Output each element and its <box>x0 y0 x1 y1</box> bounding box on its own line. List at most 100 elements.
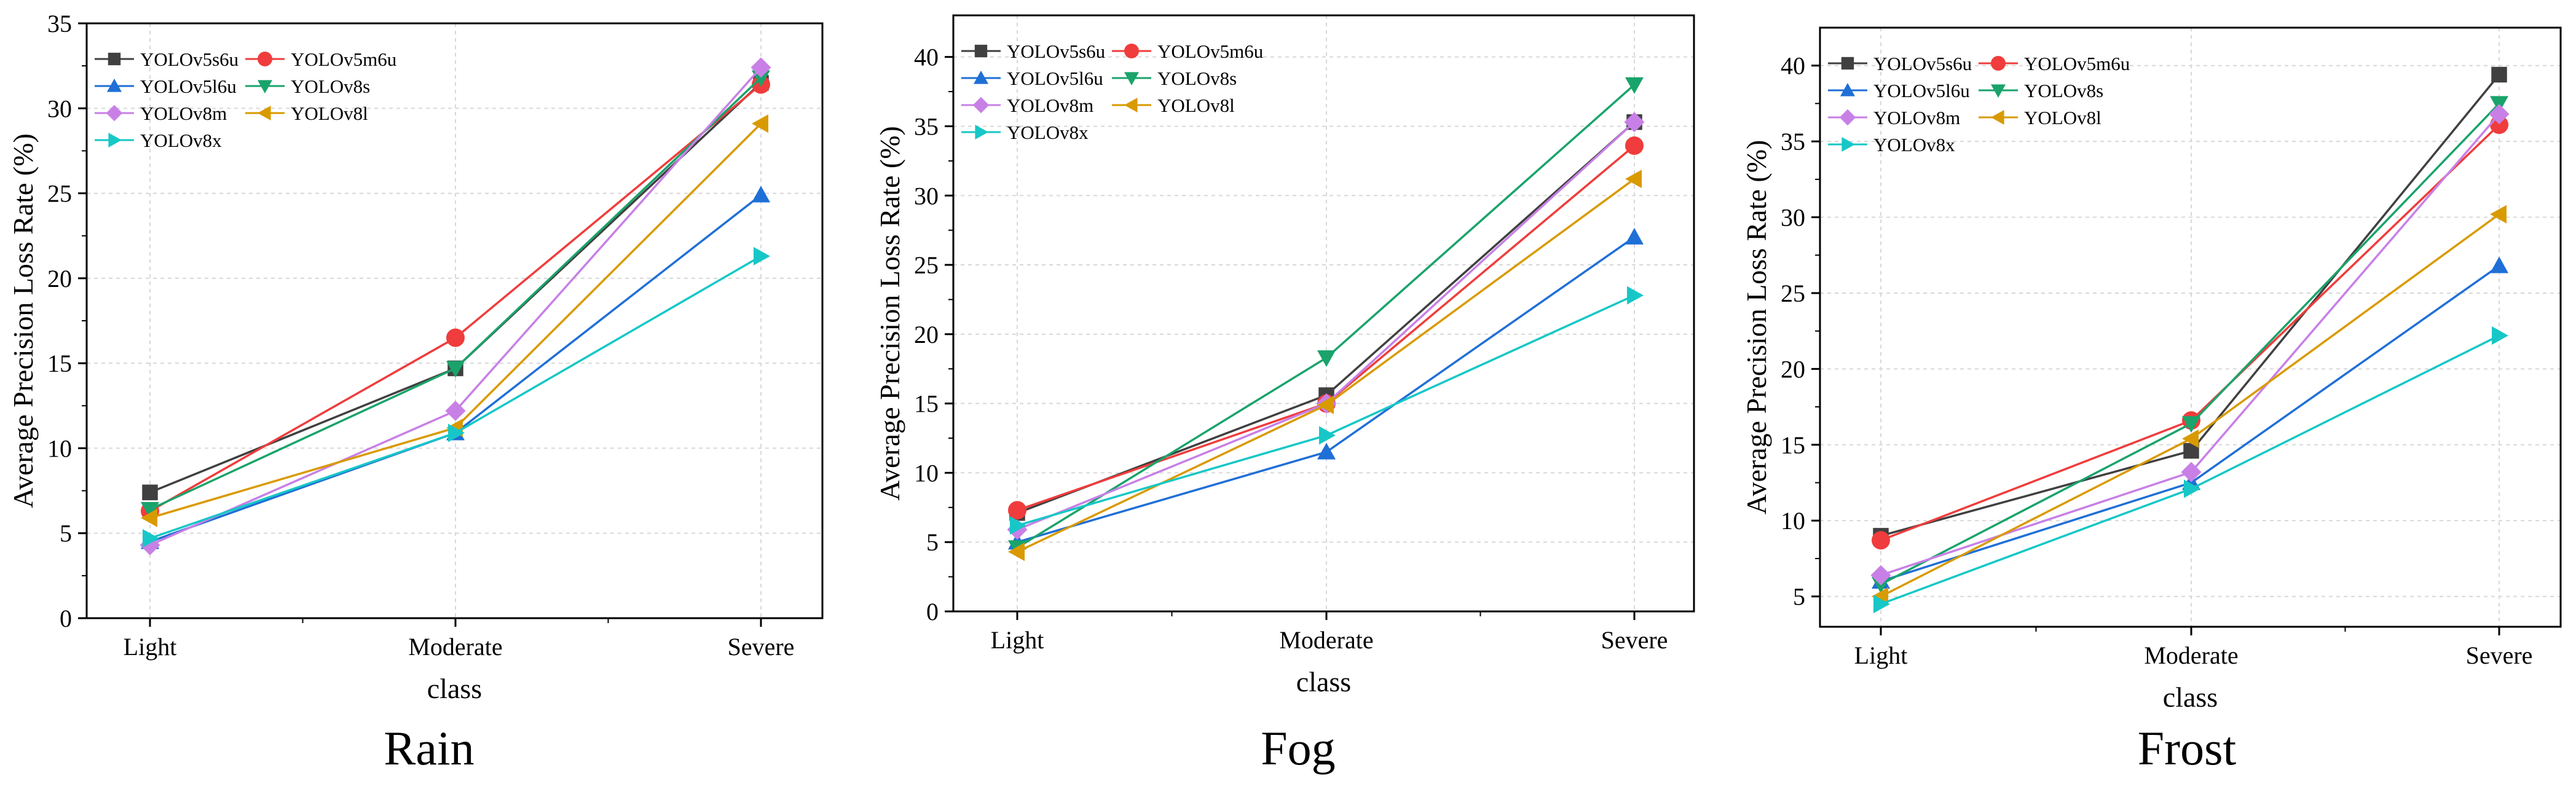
data-point <box>1319 426 1336 445</box>
legend-item: YOLOv8l <box>1979 107 2101 128</box>
x-tick-label: Light <box>991 626 1044 654</box>
series-yolov8m <box>140 57 771 555</box>
x-axis-label: class <box>427 673 482 704</box>
data-point <box>142 484 158 501</box>
legend-label: YOLOv5m6u <box>291 49 396 70</box>
legend-label: YOLOv8s <box>1157 68 1237 89</box>
x-tick-label: Moderate <box>2144 642 2238 669</box>
y-tick-label: 10 <box>47 434 72 462</box>
data-point <box>1317 395 1334 414</box>
legend-label: YOLOv8s <box>2024 80 2103 101</box>
legend-label: YOLOv8m <box>140 103 227 124</box>
data-point <box>752 114 768 133</box>
y-tick-label: 20 <box>914 321 939 348</box>
data-point <box>1872 531 1890 550</box>
legend-item: YOLOv8m <box>1828 107 1960 128</box>
legend-item: YOLOv8s <box>1112 68 1237 89</box>
legend-item: YOLOv5s6u <box>95 49 238 70</box>
legend-label: YOLOv8x <box>1873 134 1955 155</box>
legend-item: YOLOv8s <box>245 76 370 97</box>
series-yolov8l <box>1872 205 2507 606</box>
legend: YOLOv5s6u YOLOv5m6u YOLOv5l6u YOLOv8s YOLOv8… <box>961 41 1263 143</box>
legend-label: YOLOv5m6u <box>2024 53 2130 74</box>
series-yolov8x <box>1873 326 2508 613</box>
y-tick-label: 35 <box>914 112 939 140</box>
series-yolov8l <box>1008 170 1642 561</box>
data-point <box>1625 227 1644 245</box>
data-point <box>1008 501 1026 520</box>
legend-marker <box>975 125 988 139</box>
x-tick-label: Moderate <box>1279 626 1373 654</box>
legend-marker <box>1841 57 1854 70</box>
data-point <box>445 401 466 422</box>
y-tick-label: 25 <box>914 251 939 279</box>
legend-marker <box>974 71 988 84</box>
legend-marker <box>1839 109 1856 126</box>
data-point <box>141 501 159 519</box>
series-yolov8x <box>1010 286 1644 535</box>
plot-frame <box>952 14 1695 613</box>
data-point <box>2490 256 2508 273</box>
data-point <box>141 508 157 527</box>
x-tick-label: Light <box>1854 642 1908 669</box>
legend-label: YOLOv8l <box>291 103 368 124</box>
x-axis-label: class <box>2163 681 2218 713</box>
panel-title: Frost <box>2138 721 2237 775</box>
data-point <box>752 186 770 203</box>
legend-item: YOLOv5m6u <box>245 49 396 70</box>
panel-title: Rain <box>384 721 474 775</box>
legend-label: YOLOv5s6u <box>1873 53 1972 74</box>
legend-label: YOLOv8x <box>1007 122 1089 143</box>
y-tick-label: 25 <box>47 180 72 208</box>
legend-label: YOLOv8s <box>291 76 370 97</box>
legend-marker <box>258 52 272 66</box>
legend-marker <box>107 79 122 92</box>
x-tick-label: Light <box>124 633 177 661</box>
chart-panel-frost: 5 10 15 20 25 30 35 40 Light Moderate Severe class A… <box>1741 26 2562 775</box>
panel-title: Fog <box>1261 721 1335 775</box>
series-yolov8s <box>1872 96 2508 594</box>
legend-marker <box>108 133 122 147</box>
data-point <box>1625 136 1644 155</box>
data-point <box>1317 442 1336 460</box>
legend-item: YOLOv8s <box>1979 80 2103 101</box>
y-tick-label: 30 <box>47 95 72 122</box>
data-point <box>1625 77 1644 94</box>
y-axis-label: Average Precision Loss Rate (%) <box>7 133 39 508</box>
legend-item: YOLOv8x <box>1828 134 1955 155</box>
y-tick-label: 30 <box>1781 204 1805 232</box>
y-tick-label: 5 <box>926 528 939 556</box>
data-point <box>750 57 771 78</box>
legend-marker <box>258 106 271 120</box>
y-axis-label: Average Precision Loss Rate (%) <box>1741 140 1772 515</box>
data-point <box>754 246 770 265</box>
chart-panel-fog: 0 5 10 15 20 25 30 35 40 Light Moderate Severe class… <box>874 14 1695 775</box>
legend-item: YOLOv5s6u <box>961 41 1105 62</box>
legend-marker <box>1840 83 1855 96</box>
data-point <box>1870 565 1891 586</box>
legend-marker <box>972 96 990 114</box>
legend-label: YOLOv5l6u <box>140 76 237 97</box>
series-yolov8x <box>143 246 770 548</box>
x-tick-label: Severe <box>2466 642 2533 669</box>
y-tick-label: 40 <box>1781 52 1805 80</box>
series-line <box>1880 213 2500 598</box>
data-point <box>1008 543 1025 561</box>
data-point <box>1625 170 1642 189</box>
legend-marker <box>974 44 988 58</box>
data-point <box>446 328 465 347</box>
legend-item: YOLOv8x <box>961 122 1089 143</box>
legend: YOLOv5s6u YOLOv5m6u YOLOv5l6u YOLOv8s YOLOv8… <box>1828 53 2130 155</box>
legend-label: YOLOv8m <box>1007 95 1093 116</box>
legend-marker <box>1991 84 2006 98</box>
legend-item: YOLOv8l <box>245 103 368 124</box>
legend-label: YOLOv8l <box>2024 107 2101 128</box>
legend-item: YOLOv8m <box>95 103 227 124</box>
series-yolov8m <box>1870 104 2510 586</box>
legend-label: YOLOv8l <box>1157 95 1235 116</box>
y-tick-label: 25 <box>1781 280 1805 307</box>
legend-label: YOLOv5m6u <box>1157 41 1263 62</box>
series-line <box>1880 113 2500 576</box>
x-axis-label: class <box>1296 666 1351 697</box>
